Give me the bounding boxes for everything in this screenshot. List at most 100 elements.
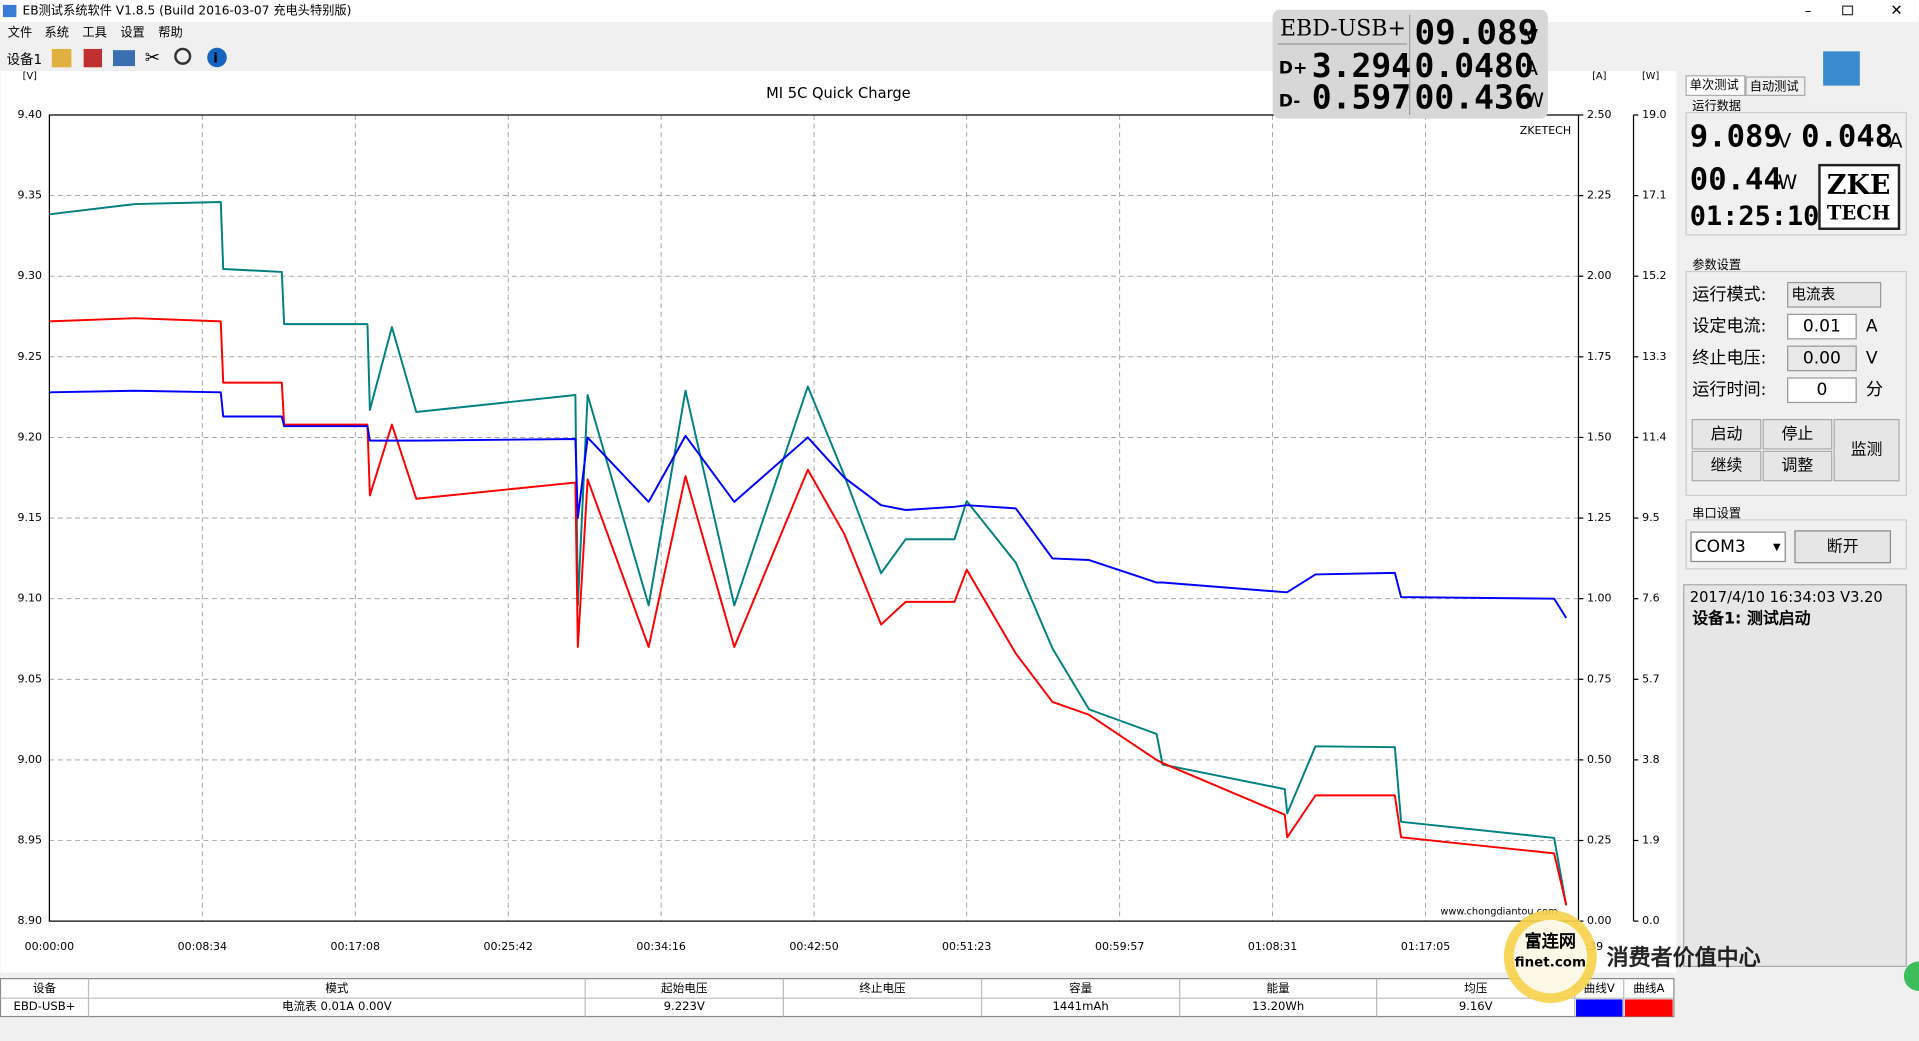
y-tick-label: 9.20	[18, 430, 42, 443]
control-button[interactable]	[1691, 450, 1762, 482]
chart-title: MI 5C Quick Charge	[766, 85, 911, 102]
run-power: 00.44	[1690, 163, 1782, 198]
menu-item[interactable]: 设置	[120, 26, 144, 40]
chart-icon[interactable]	[112, 50, 136, 67]
x-tick-label: 01:17:05	[1401, 940, 1450, 953]
y3-tick-label: 11.4	[1642, 430, 1667, 443]
y2-tick-label: 2.00	[1587, 269, 1611, 282]
info-icon[interactable]	[207, 47, 227, 68]
button-label: 继续	[1711, 456, 1743, 475]
float-badge[interactable]	[1903, 961, 1919, 991]
group-title: 运行数据	[1692, 98, 1741, 113]
button-label: 断开	[1827, 536, 1859, 555]
group-box	[1685, 519, 1907, 570]
tools-icon[interactable]: ✂	[145, 48, 160, 69]
y3-tick-label: 9.5	[1642, 511, 1660, 524]
plot-frame	[48, 114, 1580, 922]
y3-tick-label: 3.8	[1642, 753, 1660, 766]
x-tick-label: 01:08:31	[1248, 940, 1297, 953]
curve-swatch	[1576, 999, 1623, 1017]
run-current-unit: A	[1889, 129, 1903, 152]
y3-axis-label: [W]	[1642, 71, 1659, 82]
meter-voltage-unit: V	[1525, 25, 1539, 48]
tab[interactable]	[1745, 76, 1806, 97]
app-icon	[2, 4, 17, 18]
y3-tick-label: 17.1	[1642, 189, 1667, 202]
menu-item[interactable]: 系统	[44, 26, 68, 40]
y-tick-label: 9.35	[18, 189, 42, 202]
table-header: 设备	[33, 981, 57, 995]
table-cell: 9.223V	[664, 999, 705, 1013]
group-title: 参数设置	[1692, 257, 1741, 272]
x-tick-label: 00:42:50	[789, 940, 838, 953]
meter-dplus: 3.294	[1312, 46, 1411, 85]
button-label: 调整	[1782, 456, 1814, 475]
log-line: 设备1: 测试启动	[1692, 608, 1810, 627]
maximize-button[interactable]	[1842, 5, 1854, 16]
param-unit: V	[1866, 348, 1878, 368]
control-button[interactable]	[1762, 418, 1833, 450]
param-value: 0.01	[1803, 317, 1841, 337]
y2-axis-label: [A]	[1592, 71, 1606, 82]
chart-watermark: ZKETECH	[1520, 124, 1571, 137]
y2-tick-label: 0.00	[1587, 914, 1611, 927]
y2-tick-label: 2.25	[1587, 189, 1611, 202]
param-unit: 分	[1866, 380, 1883, 400]
y3-tick-label: 15.2	[1642, 269, 1667, 282]
y3-tick-label: 13.3	[1642, 350, 1667, 363]
log-box	[1683, 584, 1907, 967]
finet-site: finet.com	[1515, 956, 1586, 971]
button-label: 停止	[1782, 424, 1814, 443]
menu-item[interactable]: 文件	[8, 25, 32, 40]
button-label: 监测	[1851, 440, 1883, 459]
param-input[interactable]	[1787, 377, 1857, 404]
x-tick-label: 00:25:42	[484, 940, 533, 953]
param-label: 运行时间:	[1692, 380, 1766, 400]
group-title: 串口设置	[1692, 506, 1741, 520]
group-box	[1685, 270, 1907, 497]
run-power-unit: W	[1778, 171, 1797, 194]
param-value: 0.00	[1803, 348, 1841, 368]
disconnect-button[interactable]	[1794, 530, 1892, 564]
info-glyph: i	[213, 52, 218, 67]
menu-item[interactable]: 帮助	[158, 26, 182, 40]
save-icon[interactable]	[83, 48, 102, 68]
param-input[interactable]	[1787, 313, 1857, 340]
finet-brand: 富连网	[1525, 931, 1576, 952]
control-button[interactable]	[1762, 450, 1833, 482]
port-select[interactable]	[1690, 531, 1786, 563]
meter-model: EBD-USB+	[1280, 16, 1406, 41]
run-voltage-unit: V	[1778, 129, 1792, 152]
meter-dminus: 0.597	[1312, 78, 1411, 117]
device-tab[interactable]: 设备1	[7, 51, 42, 68]
table-header: 终止电压	[859, 981, 906, 995]
meter-voltage: 09.089	[1415, 13, 1539, 53]
app-logo	[1823, 51, 1860, 86]
menu-item[interactable]: 工具	[82, 26, 106, 40]
y3-tick-label: 5.7	[1642, 672, 1660, 685]
y2-tick-label: 1.25	[1587, 511, 1611, 524]
table-header: 均压	[1464, 981, 1488, 995]
control-button[interactable]	[1691, 418, 1762, 450]
tab[interactable]	[1685, 75, 1746, 97]
param-input[interactable]	[1787, 281, 1882, 308]
param-value: 0	[1816, 380, 1827, 400]
x-tick-label: 00:59:57	[1095, 940, 1144, 953]
y-tick-label: 9.40	[18, 108, 42, 121]
table-cell: 13.20Wh	[1252, 999, 1304, 1013]
param-label: 终止电压:	[1692, 348, 1766, 368]
meter-dplus-label: D+	[1279, 59, 1308, 79]
y3-tick-label: 19.0	[1642, 108, 1667, 121]
control-button[interactable]	[1833, 418, 1900, 482]
zoom-icon[interactable]	[174, 47, 192, 65]
finet-badge-inner	[1513, 919, 1588, 994]
table-header: 能量	[1267, 981, 1291, 995]
minimize-button[interactable]: –	[1805, 4, 1812, 19]
open-icon[interactable]	[51, 48, 72, 68]
table-header: 模式	[325, 981, 349, 995]
param-input[interactable]	[1787, 345, 1857, 372]
close-button[interactable]: ✕	[1890, 2, 1902, 19]
y-tick-label: 8.90	[18, 914, 42, 927]
y-tick-label: 8.95	[18, 834, 42, 847]
button-label: 启动	[1711, 424, 1743, 443]
